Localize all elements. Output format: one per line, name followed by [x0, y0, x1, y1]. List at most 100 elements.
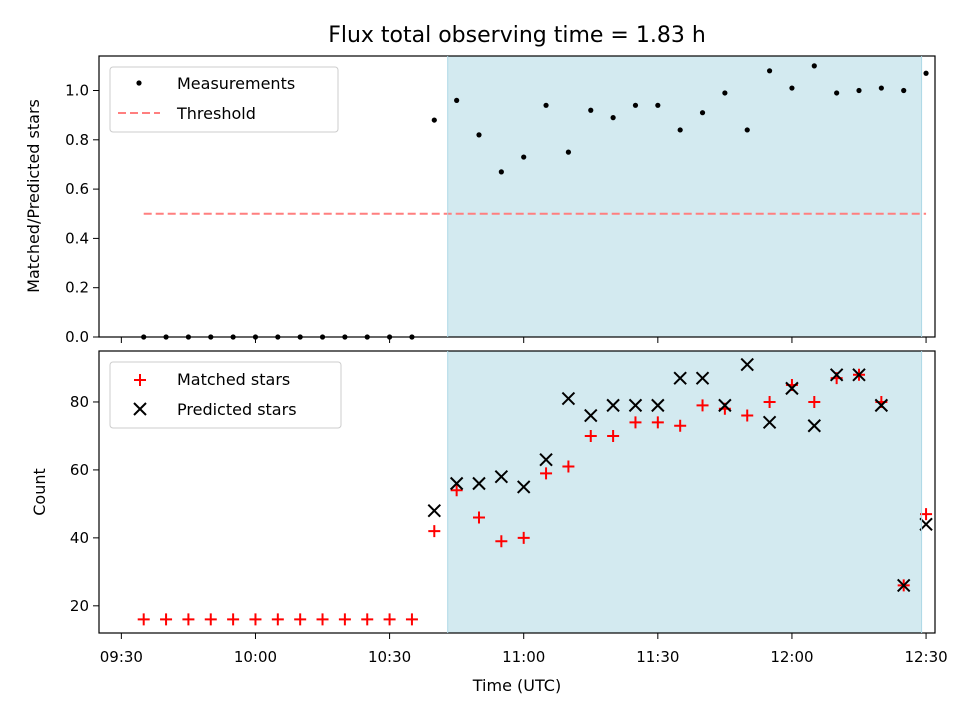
predicted-stars-point: [427, 503, 442, 518]
legend-predicted-stars: Predicted stars: [177, 400, 297, 419]
measurements-point: [878, 85, 884, 91]
bottom-y-tick-label: 20: [70, 597, 89, 615]
matched-stars-point: [227, 613, 240, 626]
matched-stars-point: [450, 484, 463, 497]
predicted-stars-point: [606, 398, 620, 413]
measurements-legend-marker: [136, 80, 142, 86]
measurements-point: [610, 115, 616, 121]
predicted-stars-point: [695, 371, 710, 385]
matched-stars-point: [294, 613, 307, 626]
top-y-tick-label: 0.4: [65, 229, 89, 247]
matched-stars-point: [338, 613, 351, 626]
x-tick-label: 11:00: [502, 648, 545, 666]
measurements-point: [722, 90, 728, 96]
measurements-point: [766, 68, 773, 74]
predicted-stars-point: [874, 398, 889, 413]
measurements-point: [856, 87, 862, 94]
bottom-axes-frame: [98, 350, 936, 634]
observing-window-shade-bottom: [447, 351, 922, 633]
legend-matched-stars: Matched stars: [177, 370, 290, 389]
top-y-tick-label: 0.8: [65, 131, 89, 149]
measurements-point: [454, 97, 460, 103]
matched-stars-point: [607, 429, 620, 442]
predicted-stars-point: [673, 371, 687, 385]
measurements-point: [632, 102, 639, 108]
flux-ratio-panel: 0.0 0.2 0.4 0.6 0.8 1.0 Matched/Predicted sta…: [24, 55, 936, 346]
top-y-tick-label: 1.0: [65, 82, 89, 100]
predicted-stars-point: [829, 368, 844, 382]
x-tick-label: 12:30: [904, 648, 947, 666]
x-tick-label: 11:30: [636, 648, 679, 666]
measurements-point: [565, 149, 572, 155]
matched-stars-point: [674, 419, 687, 432]
measurements-point: [476, 132, 482, 138]
predicted-stars-point: [740, 357, 754, 372]
top-legend: Measurements Threshold: [109, 66, 339, 133]
predicted-stars-point: [896, 578, 911, 593]
predicted-stars-point: [628, 398, 643, 413]
matched-stars-point: [741, 409, 754, 422]
x-axis-label: Time (UTC): [472, 676, 561, 695]
top-y-tick-label: 0.6: [65, 180, 89, 198]
bottom-y-axis-ticks: 20 40 60 80: [70, 393, 99, 615]
predicted-stars-point: [472, 476, 486, 491]
matched-stars-legend-marker: [134, 374, 146, 386]
top-x-axis-ticks: [120, 337, 927, 343]
bottom-y-axis-label: Count: [30, 468, 49, 516]
matched-stars-point: [651, 416, 664, 429]
bottom-y-tick-label: 40: [70, 529, 89, 547]
measurements-point: [498, 169, 504, 175]
predicted-stars-point: [807, 419, 822, 433]
x-tick-label: 10:30: [368, 648, 411, 666]
bottom-legend: Matched stars Predicted stars: [109, 361, 342, 429]
matched-stars-point: [137, 613, 150, 626]
predicted-stars-point: [785, 381, 799, 396]
bottom-y-tick-label: 60: [70, 461, 89, 479]
x-tick-label: 10:00: [234, 648, 277, 666]
matched-stars-point: [405, 613, 418, 626]
predicted-stars-point: [449, 476, 464, 491]
top-y-axis-ticks: 0.0 0.2 0.4 0.6 0.8 1.0: [65, 82, 99, 346]
matched-stars-point: [808, 395, 821, 408]
matched-stars-point: [271, 613, 284, 626]
legend-measurements: Measurements: [177, 74, 295, 93]
matched-stars-point: [562, 460, 575, 473]
matched-stars-point: [316, 613, 329, 626]
matched-stars-point: [696, 399, 709, 412]
star-count-panel: 20 40 60 80 09:30 10:00 10:30 11:00 11:30 12:00 1…: [30, 350, 948, 695]
top-legend-box: [109, 66, 339, 133]
measurements-point: [699, 110, 706, 116]
observing-window-shade-top: [447, 56, 922, 337]
predicted-stars-point: [584, 408, 598, 423]
top-y-tick-label: 0.0: [65, 328, 89, 346]
measurements-point: [431, 117, 437, 123]
predicted-stars-point: [651, 398, 665, 413]
matched-stars-point: [160, 613, 173, 626]
matched-stars-point: [763, 395, 776, 408]
predicted-stars-point: [494, 470, 509, 484]
predicted-stars-point: [762, 415, 777, 430]
measurements-point: [521, 154, 527, 160]
x-tick-label: 12:00: [770, 648, 813, 666]
measurements-point: [923, 70, 929, 76]
measurements-point: [588, 107, 594, 113]
measurements-point: [744, 127, 750, 133]
star-count-plot-area: [137, 357, 933, 626]
x-tick-label: 09:30: [100, 648, 143, 666]
predicted-stars-point: [852, 368, 866, 382]
legend-threshold: Threshold: [176, 104, 256, 123]
matched-stars-point: [361, 613, 374, 626]
matched-stars-point: [629, 416, 642, 429]
matched-stars-point: [495, 535, 508, 548]
matched-stars-point: [182, 613, 195, 626]
top-y-tick-label: 0.2: [65, 279, 89, 297]
measurements-point: [677, 127, 683, 133]
measurements-point: [655, 102, 661, 108]
measurements-point: [789, 85, 795, 91]
bottom-legend-box: [109, 361, 342, 429]
bottom-x-axis-ticks: 09:30 10:00 10:30 11:00 11:30 12:00 12:30: [100, 633, 948, 666]
predicted-stars-legend-marker: [133, 402, 147, 416]
chart-title: Flux total observing time = 1.83 h: [328, 23, 706, 48]
matched-stars-point: [517, 531, 530, 544]
